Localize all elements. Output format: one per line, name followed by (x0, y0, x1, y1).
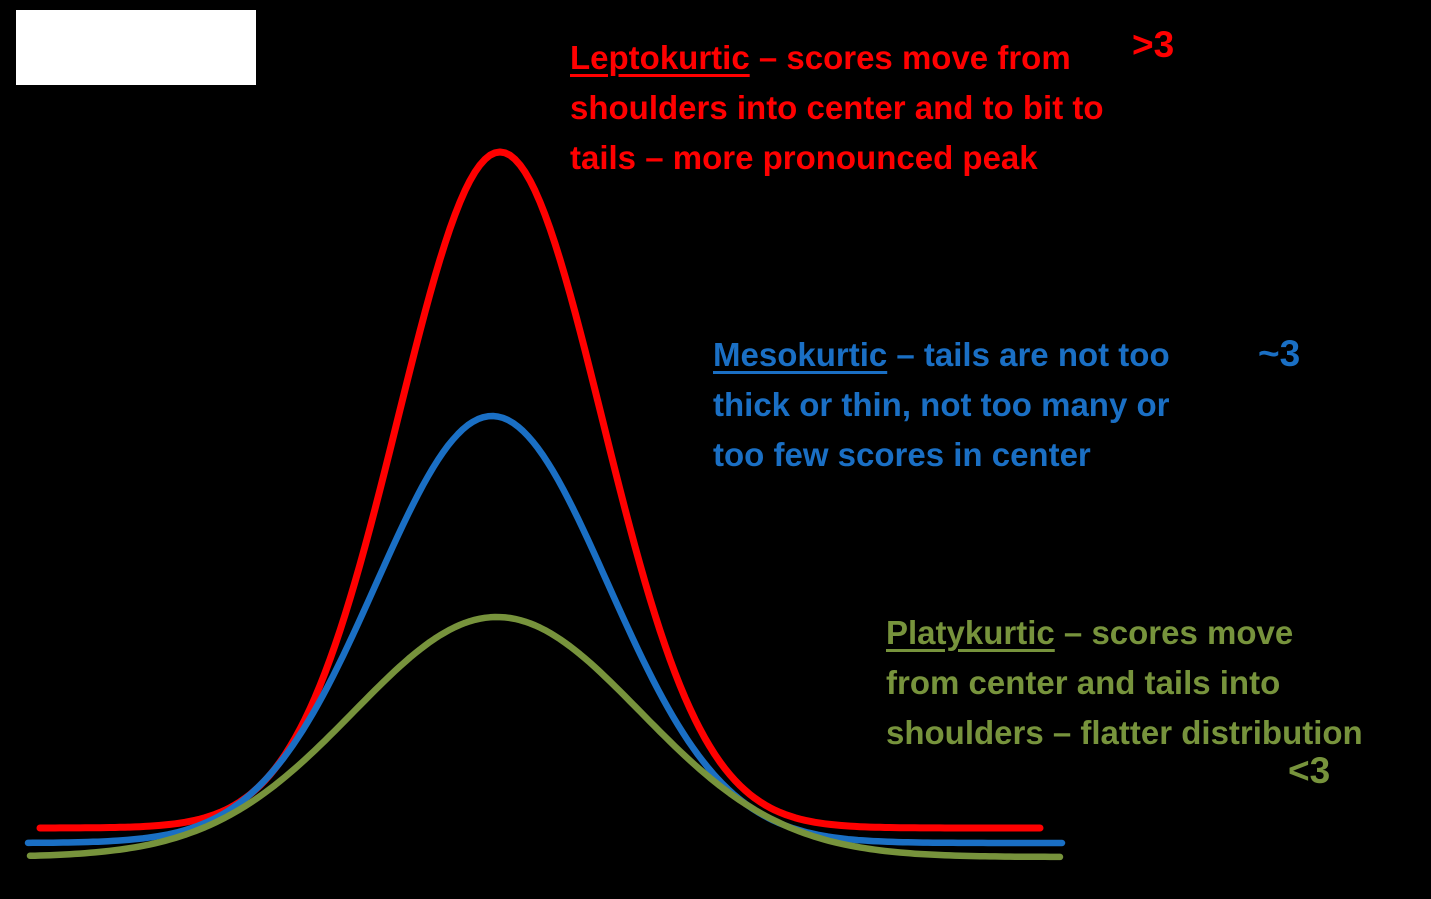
kurtosis-value-leptokurtic: >3 (1132, 24, 1175, 65)
platykurtic-line3: shoulders – flatter distribution (886, 714, 1363, 751)
mesokurtic-line2: thick or thin, not too many or (713, 386, 1170, 423)
kurtosis-value-mesokurtic: ~3 (1258, 333, 1301, 374)
leptokurtic-line1-rest: – scores move from (749, 39, 1071, 76)
blank-label-box (16, 10, 256, 85)
leptokurtic-line2: shoulders into center and to bit to (570, 89, 1104, 126)
platykurtic-term: Platykurtic (886, 614, 1055, 651)
annotation-leptokurtic: Leptokurtic – scores move from shoulders… (570, 33, 1104, 183)
platykurtic-line2: from center and tails into (886, 664, 1281, 701)
platykurtic-line1-rest: – scores move (1054, 614, 1294, 651)
mesokurtic-line3: too few scores in center (713, 436, 1091, 473)
leptokurtic-line3: tails – more pronounced peak (570, 139, 1038, 176)
curve-platykurtic (26, 613, 1064, 861)
curve-mesokurtic (24, 412, 1066, 847)
curve-leptokurtic (36, 148, 1044, 832)
annotation-line: Mesokurtic – tails are not too (713, 330, 1170, 380)
leptokurtic-term: Leptokurtic (570, 39, 750, 76)
annotation-platykurtic: Platykurtic – scores move from center an… (886, 608, 1363, 758)
kurtosis-value-platykurtic: <3 (1288, 750, 1331, 791)
annotation-line: Leptokurtic – scores move from (570, 33, 1104, 83)
mesokurtic-line1-rest: – tails are not too (887, 336, 1170, 373)
annotation-line: Platykurtic – scores move (886, 608, 1363, 658)
mesokurtic-term: Mesokurtic (713, 336, 888, 373)
annotation-mesokurtic: Mesokurtic – tails are not too thick or … (713, 330, 1170, 480)
